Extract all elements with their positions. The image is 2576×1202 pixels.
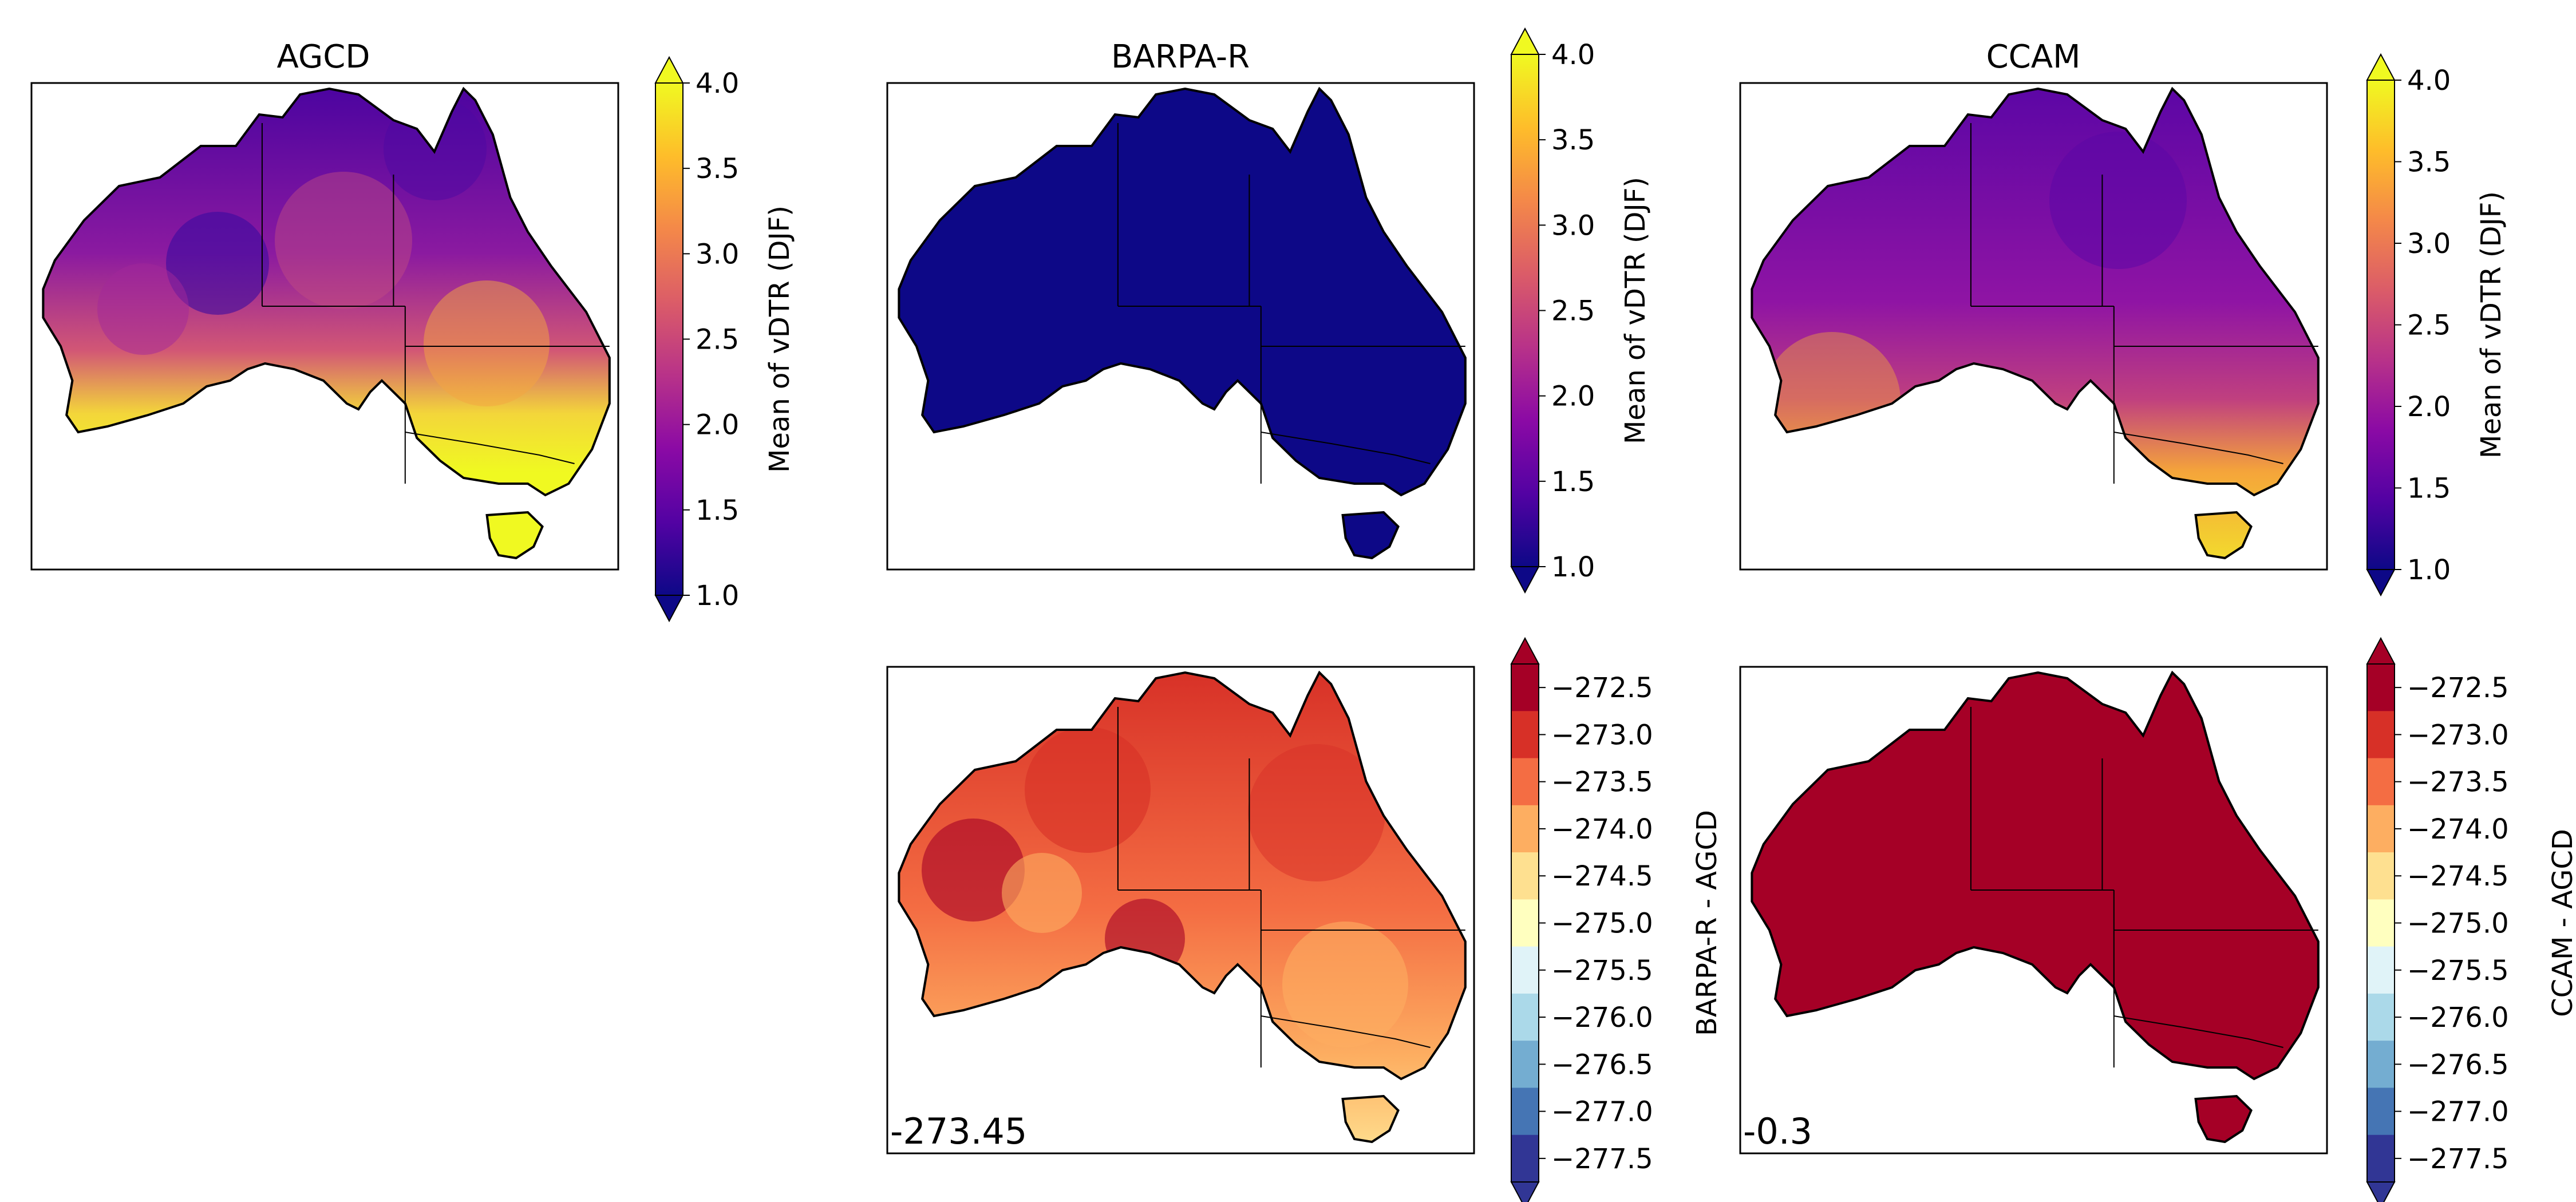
colorbar-tick-label: −276.0 bbox=[1551, 1002, 1653, 1034]
colorbar-tick-label: −274.5 bbox=[2407, 860, 2509, 892]
colorbar-tick-label: −276.5 bbox=[1551, 1049, 1653, 1081]
colorbar-label: Mean of vDTR (DJF) bbox=[1619, 177, 1652, 444]
colorbar-ccam: 1.0 1.5 2.0 2.5 3.0 3.5 4.0 Mean of vDTR (DJF) bbox=[2366, 53, 2507, 597]
colorbar-level bbox=[2367, 805, 2395, 853]
colorbar-level bbox=[2367, 711, 2395, 759]
colorbar-extend-max bbox=[2366, 53, 2396, 81]
colorbar-level bbox=[2367, 1088, 2395, 1136]
colorbar-tick-label: −275.5 bbox=[1551, 955, 1653, 987]
colorbar-tick-label: −277.5 bbox=[1551, 1143, 1653, 1175]
colorbar-tick-label: 2.0 bbox=[696, 409, 739, 441]
colorbar-tick-label: −275.0 bbox=[2407, 908, 2509, 940]
colorbar-tick-label: −273.0 bbox=[1551, 719, 1653, 751]
colorbar-gradient bbox=[655, 83, 683, 595]
colorbar-tick-label: 1.5 bbox=[1551, 466, 1595, 498]
colorbar-extend-max bbox=[654, 56, 684, 84]
colorbar-tick-label: 3.0 bbox=[2407, 228, 2451, 260]
colorbar-label: Mean of vDTR (DJF) bbox=[764, 205, 796, 473]
panel-title-barpa: BARPA-R bbox=[1111, 38, 1250, 76]
colorbar-gradient bbox=[1511, 54, 1539, 567]
colorbar-tick-label: 2.5 bbox=[2407, 310, 2451, 342]
colorbar-agcd: 1.0 1.5 2.0 2.5 3.0 3.5 4.0 Mean of vDTR (DJF) bbox=[654, 56, 796, 623]
colorbar-level bbox=[2367, 1134, 2395, 1183]
colorbar-tick-label: 1.0 bbox=[1551, 551, 1595, 583]
colorbar-tick-label: −277.0 bbox=[2407, 1096, 2509, 1128]
panel-title-agcd: AGCD bbox=[277, 38, 370, 76]
colorbar-level bbox=[2367, 899, 2395, 947]
colorbar-extend-max bbox=[1510, 27, 1540, 55]
colorbar-tick-label: 4.0 bbox=[2407, 65, 2451, 97]
colorbar-tick-label: 1.0 bbox=[2407, 554, 2451, 586]
colorbar-level bbox=[1511, 899, 1539, 947]
panel-ccam: CCAM bbox=[1739, 38, 2328, 571]
colorbar-extend-min bbox=[654, 595, 684, 623]
panel-barpa-diff: -273.45 bbox=[886, 666, 1475, 1154]
colorbar-tick-label: 3.0 bbox=[696, 238, 739, 270]
colorbar-level bbox=[2367, 852, 2395, 900]
panel-title-ccam: CCAM bbox=[1986, 38, 2081, 76]
panel-barpa: BARPA-R bbox=[886, 38, 1475, 571]
colorbar-tick-label: −277.0 bbox=[1551, 1096, 1653, 1128]
colorbar-level bbox=[1511, 1088, 1539, 1136]
colorbar-level bbox=[1511, 1134, 1539, 1183]
colorbar-level bbox=[1511, 993, 1539, 1041]
colorbar-tick-label: 1.5 bbox=[696, 495, 739, 527]
colorbar-extend-min bbox=[1510, 566, 1540, 594]
colorbar-extend-max bbox=[2366, 636, 2396, 665]
colorbar-level bbox=[2367, 758, 2395, 806]
colorbar-level bbox=[1511, 758, 1539, 806]
colorbar-barpa-diff: −272.5 −273.0 −273.5 −274.0 −274.5 −275.0 −275… bbox=[1510, 636, 1723, 1202]
colorbar-label: CCAM - AGCD bbox=[2547, 829, 2576, 1017]
colorbar-tick-label: −274.0 bbox=[2407, 813, 2509, 845]
panel-annotation-ccam-diff: -0.3 bbox=[1743, 1110, 1812, 1152]
colorbar-tick-label: −275.0 bbox=[1551, 908, 1653, 940]
colorbar-tick-label: −275.5 bbox=[2407, 955, 2509, 987]
colorbar-tick-label: 3.5 bbox=[1551, 124, 1595, 156]
colorbar-barpa: 1.0 1.5 2.0 2.5 3.0 3.5 4.0 Mean of vDTR (DJF) bbox=[1510, 27, 1652, 594]
colorbar-level bbox=[2367, 946, 2395, 994]
panel-agcd: AGCD bbox=[30, 38, 619, 571]
colorbar-tick-label: −276.5 bbox=[2407, 1049, 2509, 1081]
colorbar-tick-label: −277.5 bbox=[2407, 1143, 2509, 1175]
colorbar-level bbox=[1511, 711, 1539, 759]
colorbar-level bbox=[2367, 664, 2395, 711]
colorbar-tick-label: −273.0 bbox=[2407, 719, 2509, 751]
colorbar-level bbox=[1511, 805, 1539, 853]
colorbar-tick-label: 3.5 bbox=[2407, 147, 2451, 179]
colorbar-tick-label: −273.5 bbox=[1551, 766, 1653, 798]
colorbar-level bbox=[1511, 1041, 1539, 1088]
colorbar-level bbox=[2367, 993, 2395, 1041]
colorbar-tick-label: 1.5 bbox=[2407, 473, 2451, 505]
colorbar-level bbox=[1511, 946, 1539, 994]
colorbar-tick-label: 3.5 bbox=[696, 153, 739, 185]
colorbar-tick-label: −272.5 bbox=[2407, 672, 2509, 704]
colorbar-label: Mean of vDTR (DJF) bbox=[2475, 191, 2507, 458]
colorbar-tick-label: −272.5 bbox=[1551, 672, 1653, 704]
colorbar-tick-label: −273.5 bbox=[2407, 766, 2509, 798]
panel-annotation-barpa-diff: -273.45 bbox=[890, 1110, 1027, 1152]
colorbar-tick-label: −276.0 bbox=[2407, 1002, 2509, 1034]
colorbar-level bbox=[2367, 1041, 2395, 1088]
colorbar-ccam-diff: −272.5 −273.0 −273.5 −274.0 −274.5 −275.0 −275… bbox=[2366, 636, 2576, 1202]
colorbar-tick-label: 4.0 bbox=[1551, 39, 1595, 71]
colorbar-extend-min bbox=[2366, 1181, 2396, 1202]
colorbar-tick-label: 4.0 bbox=[696, 68, 739, 100]
colorbar-tick-label: 2.0 bbox=[2407, 391, 2451, 423]
colorbar-level bbox=[1511, 852, 1539, 900]
colorbar-tick-label: 3.0 bbox=[1551, 209, 1595, 242]
panel-ccam-diff: -0.3 bbox=[1739, 666, 2328, 1154]
colorbar-extend-min bbox=[1510, 1181, 1540, 1202]
colorbar-gradient bbox=[2367, 80, 2395, 570]
colorbar-tick-label: 2.5 bbox=[696, 324, 739, 356]
colorbar-tick-label: 1.0 bbox=[696, 580, 739, 612]
colorbar-extend-max bbox=[1510, 636, 1540, 665]
colorbar-tick-label: −274.0 bbox=[1551, 813, 1653, 845]
colorbar-extend-min bbox=[2366, 569, 2396, 597]
colorbar-label: BARPA-R - AGCD bbox=[1691, 810, 1723, 1036]
colorbar-level bbox=[1511, 664, 1539, 711]
colorbar-tick-label: 2.0 bbox=[1551, 381, 1595, 413]
colorbar-tick-label: 2.5 bbox=[1551, 295, 1595, 327]
colorbar-tick-label: −274.5 bbox=[1551, 860, 1653, 892]
